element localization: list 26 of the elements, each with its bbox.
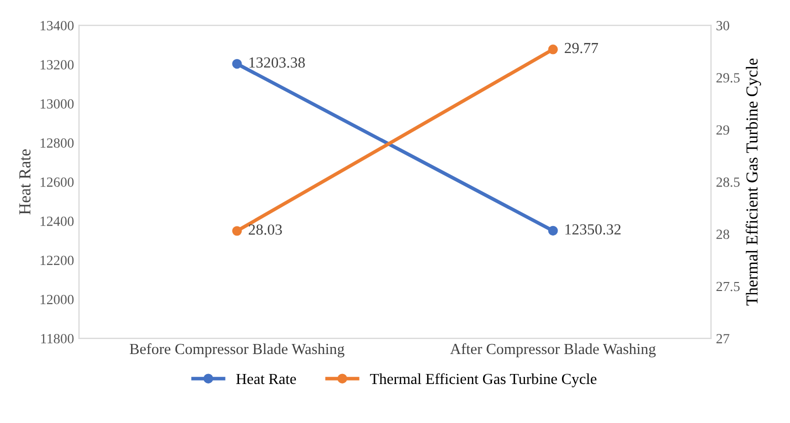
y-axis-title: Heat Rate bbox=[19, 149, 30, 214]
y-tick-label: 12400 bbox=[40, 216, 74, 226]
y-tick-label: 11800 bbox=[41, 334, 74, 344]
legend-label: Heat Rate bbox=[236, 374, 296, 384]
data-label: 13203.38 bbox=[249, 57, 305, 68]
data-label: 28.03 bbox=[248, 224, 282, 235]
y2-tick-label: 29.5 bbox=[716, 73, 740, 83]
y2-tick-label: 29 bbox=[716, 125, 730, 135]
y2-tick-label: 28 bbox=[716, 230, 730, 240]
y-tick-label: 12200 bbox=[40, 256, 74, 266]
y2-tick-label: 27.5 bbox=[716, 282, 740, 292]
y2-tick-label: 30 bbox=[716, 20, 730, 30]
x-tick-label: Before Compressor Blade Washing bbox=[130, 343, 344, 358]
y-tick-label: 13400 bbox=[40, 20, 74, 30]
legend-label: Thermal Efficient Gas Turbine Cycle bbox=[370, 373, 596, 388]
data-label: 29.77 bbox=[564, 42, 598, 54]
y2-tick-label: 28.5 bbox=[716, 177, 740, 187]
y-tick-label: 12600 bbox=[40, 177, 74, 187]
data-label: 12350.32 bbox=[565, 224, 621, 235]
y2-tick-label: 27 bbox=[716, 334, 730, 344]
y2-axis-title: Thermal Efficient Gas Turbine Cycle bbox=[746, 58, 762, 306]
x-tick-label: After Compressor Blade Washing bbox=[450, 343, 656, 358]
y-tick-label: 13000 bbox=[40, 99, 74, 109]
y-tick-label: 12000 bbox=[40, 294, 74, 304]
y-tick-label: 13200 bbox=[40, 60, 74, 70]
y-tick-label: 12800 bbox=[40, 138, 74, 148]
